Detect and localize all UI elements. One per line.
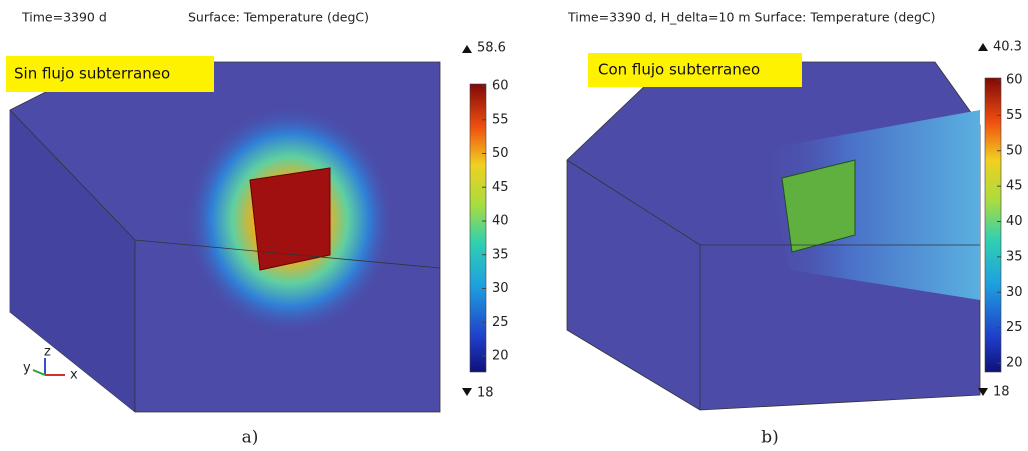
colorbar-tick-label: 55 (1006, 108, 1023, 123)
max-value: 40.3 (993, 40, 1022, 55)
caption: a) (242, 428, 259, 448)
figure: Time=3390 d Surface: Temperature (degC) … (0, 0, 1028, 451)
colorbar-tick-label: 25 (492, 315, 509, 330)
colorbar (470, 84, 486, 372)
header-time: Time=3390 d (21, 10, 107, 25)
colorbar-tick-label: 35 (492, 247, 509, 262)
colorbar-tick-label: 60 (1006, 73, 1023, 88)
colorbar-tick-label: 45 (492, 180, 509, 195)
max-marker (462, 45, 472, 53)
min-marker (462, 388, 472, 396)
min-value: 18 (477, 386, 494, 401)
heat-exchanger (250, 168, 330, 270)
max-value: 58.6 (477, 41, 506, 56)
colorbar-tick-label: 20 (1006, 356, 1023, 371)
colorbar-tick-label: 55 (492, 112, 509, 127)
panel-a: Time=3390 d Surface: Temperature (degC) … (6, 10, 506, 448)
panel-label: Con flujo subterraneo (598, 61, 760, 79)
header: Time=3390 d, H_delta=10 m Surface: Tempe… (567, 10, 936, 25)
max-marker (978, 43, 988, 51)
caption: b) (761, 428, 779, 448)
colorbar-tick-label: 50 (492, 146, 509, 161)
x-label: x (70, 368, 78, 383)
colorbar-tick-label: 20 (492, 349, 509, 364)
min-value: 18 (993, 385, 1010, 400)
colorbar-tick-label: 30 (492, 281, 509, 296)
panel-label: Sin flujo subterraneo (14, 65, 170, 83)
colorbar-tick-label: 30 (1006, 285, 1023, 300)
panel-b: Time=3390 d, H_delta=10 m Surface: Tempe… (567, 10, 1022, 448)
colorbar-tick-label: 35 (1006, 249, 1023, 264)
z-label: z (44, 345, 51, 360)
y-axis (33, 370, 45, 375)
y-label: y (23, 361, 31, 376)
colorbar-tick-label: 60 (492, 79, 509, 94)
colorbar-tick-label: 25 (1006, 320, 1023, 335)
colorbar-tick-label: 50 (1006, 143, 1023, 158)
header-surface: Surface: Temperature (degC) (188, 10, 369, 25)
colorbar-tick-label: 40 (492, 214, 509, 229)
colorbar-tick-label: 40 (1006, 214, 1023, 229)
colorbar-tick-label: 45 (1006, 179, 1023, 194)
